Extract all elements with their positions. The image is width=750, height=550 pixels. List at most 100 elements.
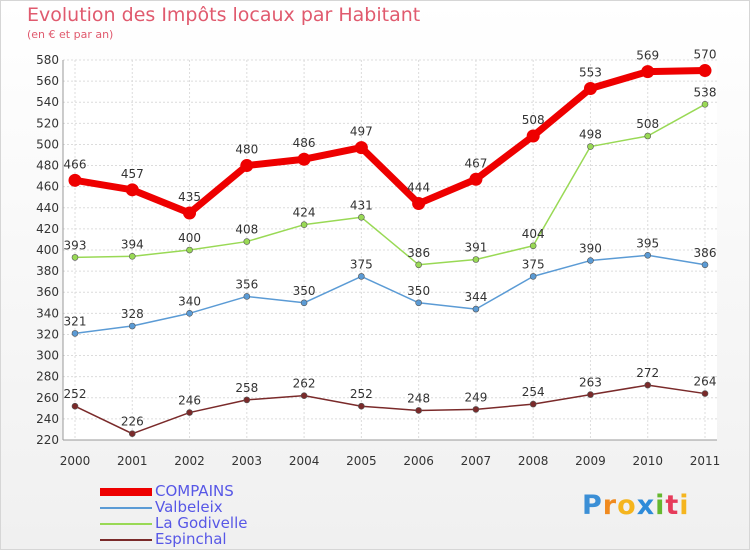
legend-label: Valbeleix: [155, 498, 223, 516]
data-label: 246: [178, 394, 201, 408]
data-label: 457: [121, 167, 144, 181]
proxiti-logo: Proxiti: [582, 490, 690, 521]
plot-area: [63, 60, 717, 440]
data-label: 386: [407, 246, 430, 260]
data-point: [529, 242, 537, 250]
y-tick-label: 580: [36, 53, 59, 67]
x-tick-label: 2010: [632, 454, 663, 468]
data-point: [240, 159, 254, 173]
data-point: [472, 406, 480, 413]
data-point: [128, 253, 136, 260]
data-point: [186, 246, 193, 254]
data-point: [128, 430, 136, 437]
data-point: [358, 402, 365, 410]
data-label: 467: [464, 156, 487, 170]
series-line: [74, 103, 706, 266]
data-label: 435: [178, 190, 201, 204]
x-tick-label: 2011: [690, 454, 721, 468]
data-point: [644, 381, 652, 389]
data-point: [300, 392, 308, 399]
y-tick-label: 480: [36, 159, 59, 173]
data-label: 444: [407, 181, 430, 195]
x-tick-label: 2008: [518, 454, 549, 468]
series-line: [74, 254, 706, 335]
y-tick-label: 400: [36, 243, 59, 257]
data-point: [183, 206, 197, 220]
data-label: 344: [464, 290, 487, 304]
x-tick-label: 2003: [232, 454, 263, 468]
y-tick-label: 460: [36, 180, 59, 194]
logo-letter: o: [617, 490, 637, 521]
data-point: [68, 173, 82, 187]
data-label: 466: [64, 157, 87, 171]
data-label: 486: [293, 136, 316, 150]
logo-letter: i: [655, 490, 666, 521]
chart-title: Evolution des Impôts locaux par Habitant: [27, 4, 421, 26]
data-point: [300, 299, 308, 307]
data-label: 497: [350, 125, 373, 139]
data-point: [644, 251, 652, 259]
data-point: [583, 82, 597, 95]
y-tick-label: 380: [36, 264, 59, 278]
data-label: 424: [293, 206, 316, 220]
data-label: 498: [579, 128, 602, 142]
data-label: 508: [522, 113, 545, 127]
data-label: 328: [121, 307, 144, 321]
data-label: 226: [121, 415, 144, 429]
data-point: [186, 409, 193, 416]
y-tick-label: 300: [36, 349, 59, 363]
data-point: [529, 400, 537, 408]
y-tick-label: 520: [36, 116, 59, 130]
y-tick-label: 280: [36, 370, 59, 384]
data-point: [415, 261, 422, 269]
data-label: 538: [694, 85, 717, 99]
data-label: 569: [636, 49, 659, 63]
data-point: [415, 407, 422, 414]
data-label: 258: [235, 381, 258, 395]
data-label: 340: [178, 294, 201, 308]
y-tick-label: 220: [36, 433, 59, 447]
data-label: 400: [178, 231, 201, 245]
data-point: [243, 293, 251, 300]
y-tick-label: 420: [36, 222, 59, 236]
data-point: [71, 330, 79, 337]
data-label: 262: [293, 377, 316, 391]
data-point: [128, 322, 136, 330]
data-label: 431: [350, 198, 373, 212]
data-label: 391: [464, 241, 487, 255]
y-tick-label: 360: [36, 285, 59, 299]
data-label: 254: [522, 385, 545, 399]
data-point: [358, 273, 365, 280]
data-point: [698, 64, 712, 78]
y-tick-label: 500: [36, 137, 59, 151]
data-label: 480: [235, 143, 258, 157]
data-label: 356: [235, 277, 258, 291]
data-point: [701, 390, 709, 397]
data-label: 252: [64, 387, 87, 401]
data-label: 386: [694, 246, 717, 260]
x-tick-label: 2007: [461, 454, 492, 468]
data-point: [526, 129, 540, 143]
data-point: [587, 257, 594, 264]
series-line: [74, 384, 706, 435]
data-label: 252: [350, 387, 373, 401]
y-tick-label: 540: [36, 95, 59, 109]
data-label: 553: [579, 66, 602, 80]
logo-letter: i: [679, 490, 690, 521]
data-label: 408: [235, 223, 258, 237]
legend-label: Espinchal: [155, 530, 227, 548]
data-point: [641, 65, 655, 79]
chart-subtitle: (en € et par an): [27, 28, 114, 41]
data-point: [243, 238, 251, 245]
data-label: 570: [694, 48, 717, 62]
y-tick-label: 560: [36, 74, 59, 88]
data-point: [469, 172, 483, 186]
series-line: [74, 67, 706, 217]
data-point: [297, 152, 311, 166]
data-point: [71, 254, 79, 261]
x-tick-label: 2001: [117, 454, 148, 468]
data-label: 404: [522, 227, 545, 241]
data-point: [415, 299, 422, 307]
data-point: [71, 402, 79, 410]
